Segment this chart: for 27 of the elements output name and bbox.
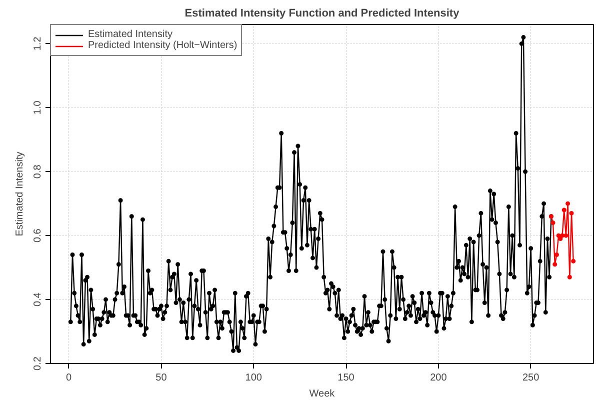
y-tick-label: 1.0: [32, 100, 44, 115]
point: [564, 233, 568, 238]
y-tick-label: 0.6: [32, 228, 44, 243]
point: [571, 258, 576, 264]
y-tick-label: 0.8: [32, 164, 44, 179]
y-tick-label: 0.4: [32, 292, 44, 306]
x-tick-label: 0: [66, 372, 72, 384]
point: [552, 262, 558, 267]
legend-label: Estimated Intensity: [88, 29, 172, 40]
point: [550, 220, 556, 226]
x-tick-label: 100: [245, 372, 262, 384]
legend-label: Predicted Intensity (Holt−Winters): [88, 40, 238, 51]
point: [567, 274, 572, 280]
y-axis-title: Estimated Intensity: [14, 152, 26, 236]
y-tick-label: 0.2: [32, 356, 44, 370]
point: [562, 208, 566, 212]
point: [569, 210, 574, 216]
x-tick-label: 250: [522, 372, 540, 384]
point: [558, 236, 563, 242]
x-tick-label: 200: [430, 372, 448, 384]
x-tick-label: 150: [338, 372, 355, 384]
x-axis-title: Week: [309, 388, 336, 400]
x-tick-label: 50: [156, 372, 168, 384]
y-tick-label: 1.2: [32, 36, 44, 51]
point: [566, 201, 570, 206]
point: [560, 233, 565, 238]
chart-title: Estimated Intensity Function and Predicted Intensity: [184, 8, 460, 20]
